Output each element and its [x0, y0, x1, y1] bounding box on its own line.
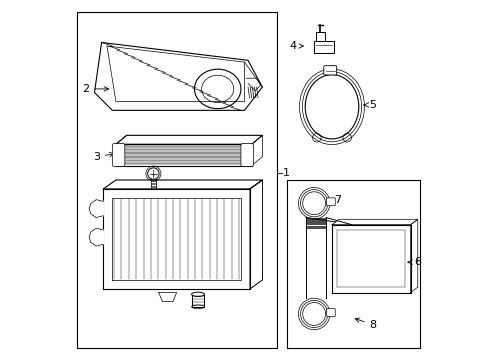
Text: 3: 3	[93, 152, 114, 162]
FancyBboxPatch shape	[112, 144, 124, 166]
Ellipse shape	[191, 292, 204, 296]
Text: 6: 6	[407, 257, 420, 267]
Text: 8: 8	[354, 318, 376, 330]
Polygon shape	[116, 144, 251, 166]
Bar	[191, 294, 204, 307]
Text: 1: 1	[283, 168, 289, 178]
Text: 7: 7	[326, 195, 340, 204]
Polygon shape	[126, 135, 262, 157]
Polygon shape	[89, 228, 103, 246]
Polygon shape	[410, 219, 417, 293]
Polygon shape	[103, 180, 262, 189]
Polygon shape	[313, 41, 333, 53]
FancyBboxPatch shape	[326, 198, 335, 206]
Polygon shape	[315, 32, 324, 41]
Polygon shape	[94, 42, 262, 111]
Polygon shape	[89, 200, 103, 217]
Polygon shape	[331, 219, 417, 225]
Polygon shape	[103, 189, 249, 289]
FancyBboxPatch shape	[323, 66, 336, 75]
Text: 2: 2	[82, 84, 108, 94]
Bar	[77, 12, 276, 348]
Polygon shape	[159, 293, 176, 301]
FancyBboxPatch shape	[241, 144, 253, 166]
Polygon shape	[249, 180, 262, 289]
FancyBboxPatch shape	[326, 309, 335, 316]
Text: 4: 4	[288, 41, 303, 51]
Text: 5: 5	[363, 100, 376, 110]
Bar	[287, 180, 419, 348]
Polygon shape	[331, 225, 410, 293]
